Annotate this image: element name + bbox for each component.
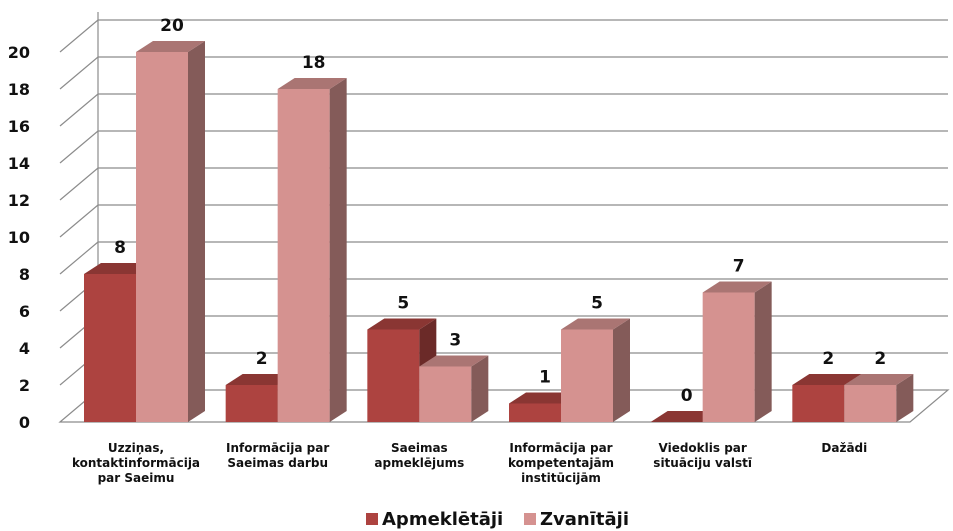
bar-top (702, 281, 772, 293)
bar-top (277, 78, 347, 89)
data-label: 18 (302, 53, 326, 73)
data-label: 2 (874, 349, 886, 369)
bar-side (471, 355, 489, 422)
bar-top (367, 318, 437, 330)
y-tick-label: 18 (8, 80, 30, 99)
data-label: 7 (733, 257, 745, 277)
bar-front (509, 403, 561, 422)
bar-front (419, 366, 472, 422)
y-axis-ticks: 0 2 4 6 8 10 12 14 16 18 20 (8, 43, 30, 432)
bar-front (792, 385, 845, 422)
category-label: Informācija par Saeimas darbu (226, 441, 329, 470)
bar-top (509, 392, 578, 404)
y-tick-label: 2 (19, 376, 30, 395)
bar-top (419, 355, 489, 367)
y-tick-label: 20 (8, 43, 30, 62)
data-label: 20 (160, 16, 184, 36)
category-label: Viedoklis par situāciju valstī (653, 441, 752, 470)
bar-side (188, 41, 205, 422)
category-label: Saeimas apmeklējums (374, 441, 464, 470)
bar-front (277, 89, 330, 422)
bar-side (329, 78, 347, 422)
bar-front (844, 385, 897, 422)
bar-front (225, 385, 278, 422)
bar-top (84, 263, 153, 274)
bar-top (792, 374, 862, 385)
data-label: 0 (681, 386, 693, 406)
data-label: 5 (397, 294, 409, 314)
y-tick-label: 16 (8, 117, 30, 136)
bar-side (754, 281, 772, 422)
data-label: 5 (591, 294, 603, 314)
data-label: 2 (256, 349, 268, 369)
y-tick-label: 6 (19, 302, 30, 321)
data-labels: 8 20 2 18 5 3 1 5 0 7 2 2 (114, 16, 886, 406)
y-tick-label: 12 (8, 191, 30, 210)
category-label: Informācija par kompetentajām institūcijām (508, 441, 614, 485)
bar-top (650, 411, 720, 422)
y-tick-label: 10 (8, 228, 30, 247)
data-label: 2 (822, 349, 834, 369)
bar-front (561, 329, 613, 422)
legend: Apmeklētāji Zvanītāji (366, 509, 629, 530)
category-labels: Uzziņas, kontaktinformācija par Saeimu Info… (72, 441, 867, 485)
y-tick-label: 8 (19, 265, 30, 284)
bar-front (84, 274, 136, 422)
data-label: 1 (539, 368, 551, 388)
bars (84, 41, 914, 422)
data-label: 8 (114, 238, 126, 258)
bar-front (702, 292, 755, 422)
legend-swatch (366, 513, 378, 525)
y-tick-label: 4 (19, 339, 30, 358)
bar-front (367, 329, 420, 422)
y-tick-label: 0 (19, 413, 30, 432)
y-tick-label: 14 (8, 154, 30, 173)
legend-swatch (524, 513, 536, 525)
bar-top (136, 41, 205, 52)
bar-side (613, 318, 630, 422)
category-label: Dažādi (821, 441, 867, 455)
legend-label: Zvanītāji (540, 509, 629, 530)
data-label: 3 (449, 331, 461, 351)
bar-top (561, 318, 630, 330)
category-label: Uzziņas, kontaktinformācija par Saeimu (72, 441, 200, 485)
bar-top (844, 374, 914, 385)
legend-label: Apmeklētāji (382, 509, 503, 530)
bar-side (896, 374, 914, 422)
bar-front (136, 52, 188, 422)
bar-top (225, 374, 295, 385)
